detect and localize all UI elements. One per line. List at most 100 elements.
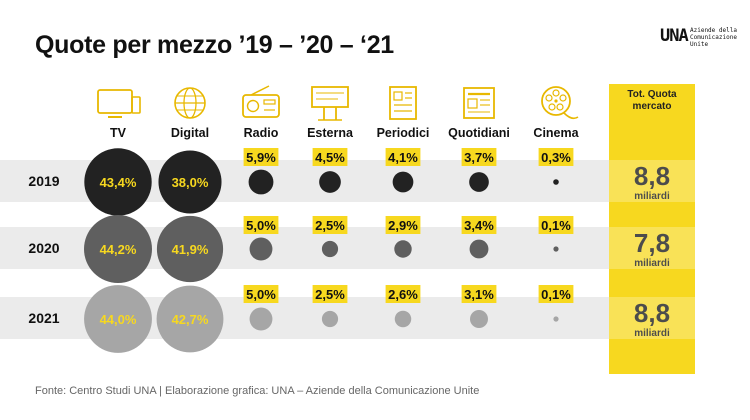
- total-unit-2020: miliardi: [634, 258, 670, 269]
- bubble-2021-digital: [156, 285, 224, 353]
- total-unit-2021: miliardi: [634, 328, 670, 339]
- data-label-2020-tv: 44,2%: [100, 242, 137, 257]
- bubble-2019-tv: [84, 148, 152, 216]
- total-band-2019: [609, 160, 695, 202]
- radio-speaker: [246, 99, 260, 113]
- data-label-bg-2021-quotidiani: [461, 285, 497, 303]
- total-band-2021: [609, 297, 695, 339]
- data-label-2021-periodici: 2,6%: [388, 287, 418, 302]
- data-label-bg-2019-radio: [243, 148, 279, 166]
- bubble-2020-periodici: [394, 240, 412, 258]
- newspaper-photo: [467, 98, 478, 109]
- magazine-photo: [393, 91, 403, 101]
- data-label-bg-2020-cinema: [538, 216, 574, 234]
- data-label-2019-tv: 43,4%: [100, 175, 137, 190]
- source-footer: Fonte: Centro Studi UNA | Elaborazione g…: [35, 385, 480, 397]
- data-label-2020-radio: 5,0%: [246, 218, 276, 233]
- data-label-2019-digital: 38,0%: [172, 175, 209, 190]
- year-label-2020: 2020: [28, 240, 59, 256]
- logo-text: Aziende della Comunicazione Unite: [690, 27, 737, 48]
- data-label-2021-digital: 42,7%: [172, 312, 209, 327]
- data-label-2019-quotidiani: 3,7%: [464, 150, 494, 165]
- data-label-bg-2020-radio: [243, 216, 279, 234]
- data-label-bg-2021-periodici: [385, 285, 421, 303]
- bubble-2019-cinema: [553, 179, 559, 185]
- bubble-2019-esterna: [319, 171, 341, 193]
- radio-antenna: [250, 85, 270, 96]
- total-value-2020: 7,8: [634, 228, 670, 258]
- total-header-line2: mercato: [633, 101, 672, 112]
- radio-dial: [263, 99, 276, 105]
- data-label-bg-2020-quotidiani: [461, 216, 497, 234]
- data-label-2021-tv: 44,0%: [100, 312, 137, 327]
- data-label-bg-2021-radio: [243, 285, 279, 303]
- bubble-2020-radio: [249, 237, 273, 261]
- data-label-2020-periodici: 2,9%: [388, 218, 418, 233]
- newspaper-icon: [463, 87, 495, 119]
- bubble-2020-esterna: [321, 240, 339, 258]
- category-label-cinema: Cinema: [533, 126, 579, 140]
- category-label-periodici: Periodici: [377, 126, 430, 140]
- data-label-2021-quotidiani: 3,1%: [464, 287, 494, 302]
- bubble-2021-radio: [249, 307, 273, 331]
- data-label-bg-2020-esterna: [312, 216, 348, 234]
- data-label-bg-2020-periodici: [385, 216, 421, 234]
- year-label-2021: 2021: [28, 310, 59, 326]
- logo-mark: UNA: [660, 26, 689, 46]
- tv-icon: [97, 89, 141, 118]
- data-label-bg-2019-esterna: [312, 148, 348, 166]
- year-label-2019: 2019: [28, 173, 59, 189]
- reel-hole: [552, 89, 560, 97]
- reel-hole: [545, 94, 553, 102]
- magazine-cover: [389, 86, 417, 120]
- bubble-2019-quotidiani: [469, 172, 489, 192]
- total-column: Tot. Quotamercato8,8miliardi7,8miliardi8…: [609, 84, 695, 374]
- data-label-2021-radio: 5,0%: [246, 287, 276, 302]
- bubble-2020-tv: [84, 215, 152, 283]
- bubble-2019-digital: [158, 150, 222, 214]
- bubble-2021-esterna: [321, 310, 339, 328]
- tv-screen: [97, 89, 133, 114]
- category-label-digital: Digital: [171, 126, 209, 140]
- total-column-bg: [609, 84, 695, 374]
- category-label-tv: TV: [110, 126, 127, 140]
- data-label-2019-periodici: 4,1%: [388, 150, 418, 165]
- bubble-2020-quotidiani: [469, 239, 489, 259]
- data-label-2020-esterna: 2,5%: [315, 218, 345, 233]
- bubble-2021-tv: [84, 285, 152, 353]
- reel-hole: [548, 103, 556, 111]
- total-value-2019: 8,8: [634, 161, 670, 191]
- data-label-2021-cinema: 0,1%: [541, 287, 571, 302]
- bubble-2020-digital: [156, 215, 224, 283]
- reel-film: [563, 112, 579, 120]
- newspaper-page: [463, 87, 495, 119]
- total-unit-2019: miliardi: [634, 191, 670, 202]
- category-label-esterna: Esterna: [307, 126, 354, 140]
- una-logo: UNA Aziende della Comunicazione Unite: [660, 26, 740, 50]
- category-label-quotidiani: Quotidiani: [448, 126, 510, 140]
- data-label-2021-esterna: 2,5%: [315, 287, 345, 302]
- film-reel-icon: [541, 86, 579, 120]
- data-label-2020-quotidiani: 3,4%: [464, 218, 494, 233]
- reel-hole: [559, 94, 567, 102]
- magazine-icon: [389, 86, 417, 120]
- data-label-bg-2019-cinema: [538, 148, 574, 166]
- data-label-bg-2019-periodici: [385, 148, 421, 166]
- page-title: Quote per mezzo ’19 – ’20 – ‘21: [35, 31, 394, 59]
- reel-hole: [556, 103, 564, 111]
- data-label-bg-2019-quotidiani: [461, 148, 497, 166]
- data-label-2020-cinema: 0,1%: [541, 218, 571, 233]
- radio-icon: [242, 85, 280, 118]
- category-label-radio: Radio: [244, 126, 279, 140]
- bubble-2021-quotidiani: [470, 310, 488, 328]
- tv-remote: [131, 96, 141, 114]
- data-label-2020-digital: 41,9%: [172, 242, 209, 257]
- billboard-icon: [311, 86, 349, 121]
- reel-rim: [541, 86, 571, 116]
- data-label-2019-esterna: 4,5%: [315, 150, 345, 165]
- bubble-2019-periodici: [392, 171, 414, 193]
- data-label-bg-2021-cinema: [538, 285, 574, 303]
- radio-body: [242, 94, 280, 118]
